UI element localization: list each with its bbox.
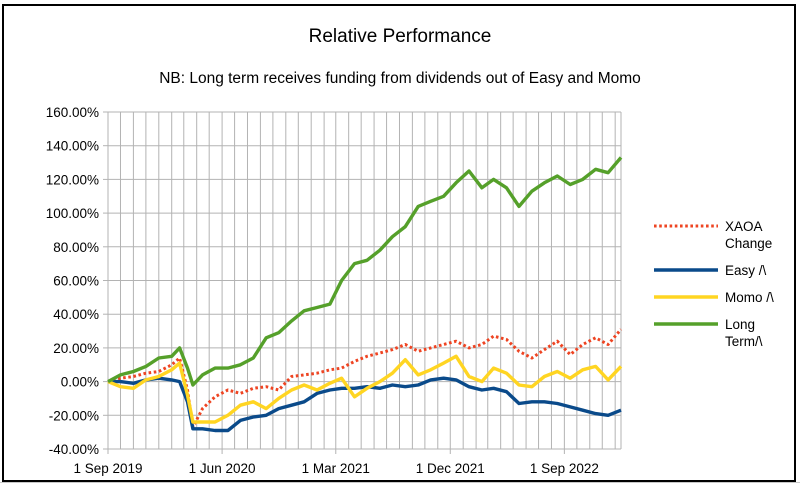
axes: 160.00% 140.00% 120.00% 100.00% 80.00% 60.00%… [46,105,599,476]
series-lines [107,156,623,433]
y-tick-label: 120.00% [46,172,99,187]
spreadsheet-row-bottom [0,482,800,492]
y-tick-label: 80.00% [53,240,99,255]
spreadsheet-row-top [0,0,800,5]
y-tick-label: -40.00% [49,442,99,457]
legend-label-3: Long [725,317,755,332]
series-line-3[interactable] [107,156,623,387]
legend-label-3: Term/\ [725,334,763,349]
x-tick-label: 1 Sep 2022 [530,461,599,476]
y-tick-label: 100.00% [46,206,99,221]
y-tick-label: 0.00% [61,375,99,390]
chart-title: Relative Performance [309,26,492,47]
legend: XAOA Change Easy /\ Momo /\ Long Term/\ [654,219,774,349]
x-tick-label: 1 Jun 2020 [189,461,256,476]
legend-label-0: Change [725,236,772,251]
y-tick-label: 160.00% [46,105,99,120]
x-tick-label: 1 Dec 2021 [416,461,485,476]
y-tick-label: 20.00% [53,341,99,356]
y-tick-label: 40.00% [53,307,99,322]
y-tick-label: -20.00% [49,408,99,423]
legend-label-2: Momo /\ [725,290,774,305]
chart-subtitle: NB: Long term receives funding from divi… [159,70,641,87]
x-tick-label: 1 Sep 2019 [73,461,142,476]
legend-label-0: XAOA [725,219,763,234]
series-line-2[interactable] [107,354,623,424]
x-tick-label: 1 Mar 2021 [302,461,370,476]
y-tick-label: 140.00% [46,139,99,154]
legend-label-1: Easy /\ [725,263,767,278]
y-tick-label: 60.00% [53,274,99,289]
